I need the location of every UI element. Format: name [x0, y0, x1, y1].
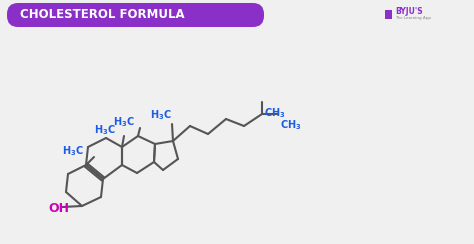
FancyBboxPatch shape [7, 3, 264, 27]
Text: BYJU'S: BYJU'S [395, 8, 423, 17]
Text: $\mathbf{CH_3}$: $\mathbf{CH_3}$ [264, 106, 285, 120]
Text: $\mathbf{H_3C}$: $\mathbf{H_3C}$ [94, 123, 116, 137]
Text: $\mathbf{H_3C}$: $\mathbf{H_3C}$ [113, 115, 135, 129]
Text: $\mathbf{CH_3}$: $\mathbf{CH_3}$ [280, 118, 301, 132]
Text: OH: OH [48, 203, 69, 215]
Text: CHOLESTEROL FORMULA: CHOLESTEROL FORMULA [20, 9, 185, 21]
Text: The Learning App: The Learning App [395, 16, 431, 20]
FancyBboxPatch shape [385, 10, 392, 19]
Text: $\mathbf{H_3C}$: $\mathbf{H_3C}$ [62, 144, 84, 158]
Text: $\mathbf{H_3C}$: $\mathbf{H_3C}$ [150, 108, 172, 122]
